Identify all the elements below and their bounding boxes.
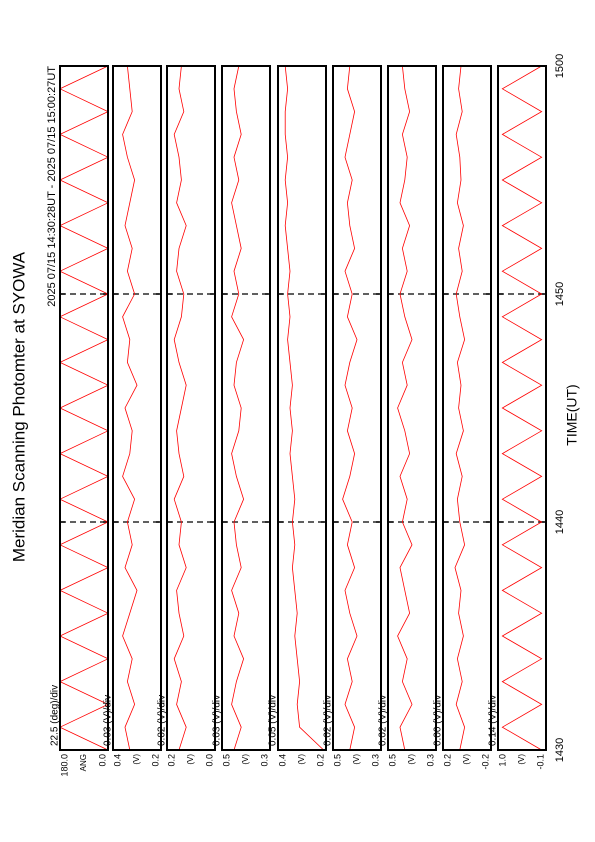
x-tick-label: 1440	[554, 510, 566, 534]
trace	[397, 65, 413, 751]
panel-border	[387, 65, 437, 751]
y-axis-label: ANG	[79, 754, 88, 771]
panel-border	[166, 65, 216, 751]
panel-frame	[222, 66, 270, 750]
trace	[231, 65, 245, 751]
y-tick-label: 0.3	[259, 754, 269, 767]
y-axis-label: (V)	[517, 754, 526, 765]
panel-border	[442, 65, 492, 751]
panel-scale: 0.00 (V)/div	[433, 695, 444, 746]
y-tick-label: 0.0	[97, 754, 107, 767]
y-tick-label: 0.5	[221, 754, 231, 767]
panel-frame	[113, 66, 161, 750]
y-tick-label: 0.5	[387, 754, 397, 767]
x-tick-label: 1500	[554, 54, 566, 78]
y-tick-label: 0.4	[277, 754, 287, 767]
y-tick-label: 0.2	[315, 754, 325, 767]
y-tick-label: 0.3	[370, 754, 380, 767]
x-tick-label: 1450	[554, 282, 566, 306]
y-tick-label: 0.3	[425, 754, 435, 767]
panel-border	[497, 65, 547, 751]
trace	[342, 65, 358, 751]
x-axis-label: TIME(UT)	[564, 384, 580, 445]
panel-scale: 0.03 (V)/div	[212, 695, 223, 746]
y-axis-label: (V)	[186, 754, 195, 765]
y-axis-label: (V)	[241, 754, 250, 765]
panel-scale: 0.02 (V)/div	[157, 695, 168, 746]
panel-frame	[278, 66, 326, 750]
panel-frame	[388, 66, 436, 750]
y-axis-label: (V)	[462, 754, 471, 765]
panel-border	[277, 65, 327, 751]
y-axis-label: (V)	[407, 754, 416, 765]
trace	[173, 65, 187, 751]
panel-border	[332, 65, 382, 751]
panel-scale: 0.02 (V)/div	[378, 695, 389, 746]
trace	[122, 65, 138, 751]
panel-scale: 0.02 (V)/div	[323, 695, 334, 746]
y-tick-label: 0.5	[332, 754, 342, 767]
panel-border	[112, 65, 162, 751]
y-axis-label: (V)	[297, 754, 306, 765]
panel-frame	[333, 66, 381, 750]
panel-frame	[167, 66, 215, 750]
y-tick-label: 1.0	[497, 754, 507, 767]
rotated-plot: Meridian Scanning Photomter at SYOWA 202…	[9, 54, 579, 777]
trace	[501, 65, 543, 751]
x-tick-label: 1430	[554, 738, 566, 762]
y-tick-label: -0.2	[480, 754, 490, 770]
panel-frame	[443, 66, 491, 750]
panel-border	[59, 65, 109, 751]
y-tick-label: 0.2	[166, 754, 176, 767]
y-tick-label: 0.2	[150, 754, 160, 767]
trace	[284, 65, 324, 751]
trace	[454, 65, 466, 751]
y-tick-label: 0.4	[112, 754, 122, 767]
panel-scale: 0.14 (V)/div	[488, 695, 499, 746]
chart-title: Meridian Scanning Photomter at SYOWA	[9, 251, 28, 562]
y-tick-label: 0.0	[204, 754, 214, 767]
panel-frame	[60, 66, 108, 750]
chart-subtitle: 2025 07/15 14:30:28UT - 2025 07/15 15:00…	[46, 66, 58, 307]
y-tick-label: -0.1	[535, 754, 545, 770]
panel-scale: 0.03 (V)/div	[103, 695, 114, 746]
panel-scale: 22.5 (deg)/div	[50, 685, 61, 746]
panel-scale: 0.05 (V)/div	[268, 695, 279, 746]
y-tick-label: 180.0	[59, 754, 69, 777]
y-tick-label: 0.2	[442, 754, 452, 767]
panel-frame	[498, 66, 546, 750]
y-axis-label: (V)	[132, 754, 141, 765]
panel-border	[221, 65, 271, 751]
y-axis-label: (V)	[352, 754, 361, 765]
